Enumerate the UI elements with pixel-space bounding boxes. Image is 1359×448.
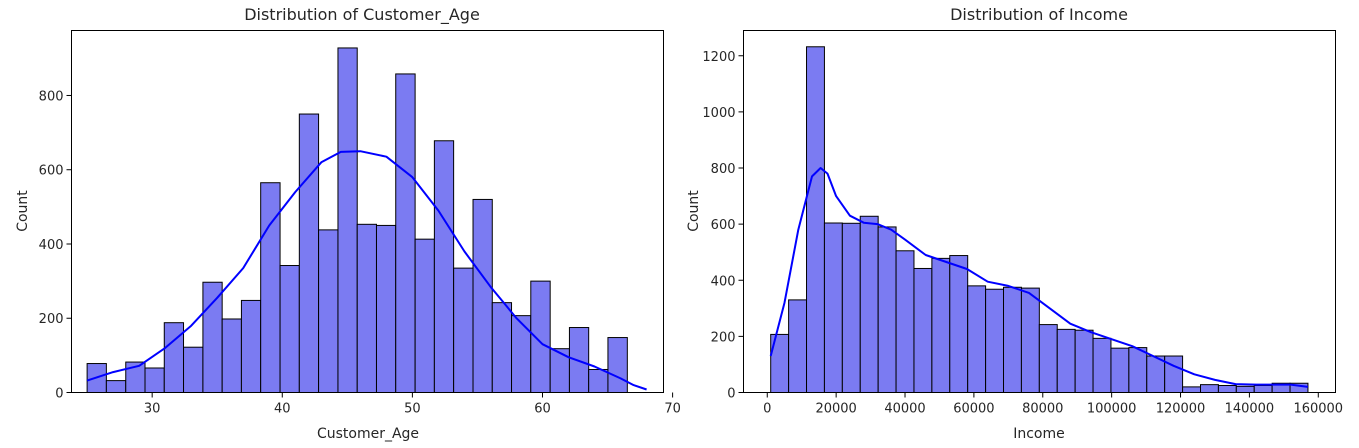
- histogram-bar: [318, 229, 339, 393]
- histogram-bar: [472, 198, 493, 393]
- histogram-bar: [202, 281, 223, 393]
- histogram-bar: [967, 285, 987, 394]
- histogram-bar: [1038, 324, 1058, 394]
- y-axis-ticks: 0 200 400 600 800 1000 1200: [702, 50, 744, 402]
- histogram-bar: [913, 267, 933, 393]
- histogram-bar: [298, 113, 320, 394]
- histogram-bar: [588, 368, 609, 393]
- y-tick-label: 1200: [702, 50, 735, 65]
- histogram-bar: [859, 215, 879, 393]
- histogram-bar: [1003, 286, 1022, 394]
- histogram-bar: [1128, 347, 1148, 393]
- x-tick-label: 80000: [1022, 402, 1063, 417]
- y-tick-label: 0: [727, 387, 735, 402]
- histogram-bar: [985, 288, 1005, 393]
- x-axis-ticks: 30 40 50 60 70: [144, 392, 681, 417]
- histogram-bar: [877, 226, 897, 393]
- histogram-bar: [144, 367, 165, 394]
- histogram-bar: [1200, 384, 1219, 394]
- y-tick-label: 0: [55, 387, 63, 402]
- histogram-bar: [1092, 337, 1112, 393]
- histogram-bar: [823, 222, 843, 393]
- histogram-bar: [375, 224, 397, 393]
- histogram-bar: [453, 267, 474, 393]
- x-tick-label: 100000: [1087, 402, 1137, 417]
- kde-line: [769, 167, 1309, 388]
- x-axis-label: Income: [1013, 426, 1065, 442]
- y-tick-label: 800: [39, 89, 64, 104]
- histogram-bar: [607, 337, 628, 394]
- histogram-bar: [414, 238, 435, 393]
- histogram-bar: [1235, 385, 1255, 393]
- histogram-bar: [1182, 386, 1202, 394]
- histogram-bar: [105, 380, 127, 394]
- axes-frame: [71, 30, 664, 393]
- x-tick-label: 50: [404, 402, 421, 417]
- x-tick-label: 30: [144, 402, 161, 417]
- chart-customer-age: Distribution of Customer_Age 0 200 400 600 8…: [15, 5, 681, 442]
- x-tick-label: 0: [763, 402, 771, 417]
- chart-income: Distribution of Income 0 200 400 600 800 1000…: [686, 5, 1343, 442]
- histogram-bar: [949, 255, 969, 393]
- y-tick-label: 400: [711, 274, 736, 289]
- histogram-bar: [511, 315, 532, 394]
- y-tick-label: 200: [711, 330, 736, 345]
- x-tick-label: 70: [664, 402, 681, 417]
- x-tick-label: 20000: [815, 402, 856, 417]
- axes-frame: [743, 30, 1336, 393]
- y-axis-label: Count: [15, 190, 31, 232]
- y-tick-label: 1000: [702, 106, 735, 121]
- y-tick-label: 800: [711, 162, 736, 177]
- histogram-bar: [841, 222, 861, 393]
- plot-area: [769, 46, 1309, 394]
- x-tick-label: 120000: [1156, 402, 1206, 417]
- histogram-bar: [1074, 329, 1094, 394]
- histogram-bar: [1146, 355, 1166, 393]
- histogram-bar: [806, 46, 825, 393]
- histogram-bar: [1253, 384, 1273, 394]
- x-tick-label: 40000: [884, 402, 925, 417]
- histogram-bar: [1020, 287, 1040, 394]
- y-tick-label: 600: [39, 164, 64, 179]
- histogram-bar: [433, 140, 455, 393]
- kde-line: [86, 150, 647, 391]
- y-tick-label: 200: [39, 312, 64, 327]
- y-tick-label: 400: [39, 238, 64, 253]
- x-axis-ticks: 0 20000 40000 60000 80000 100000 120000 140000 1…: [763, 392, 1343, 417]
- chart-title: Distribution of Income: [950, 5, 1128, 24]
- histogram-bar: [1110, 347, 1130, 394]
- histogram-bar: [240, 299, 262, 394]
- histogram-bar: [183, 346, 204, 393]
- plot-area: [86, 47, 647, 394]
- histogram-bar: [788, 299, 808, 394]
- x-tick-label: 160000: [1293, 402, 1343, 417]
- histogram-bar: [491, 302, 513, 394]
- x-axis-label: Customer_Age: [317, 426, 419, 442]
- histogram-bar: [337, 47, 358, 393]
- y-axis-label: Count: [686, 190, 702, 232]
- histogram-bar: [1217, 384, 1237, 394]
- y-tick-label: 600: [711, 218, 736, 233]
- histogram-bar: [1056, 328, 1076, 394]
- x-tick-label: 60000: [953, 402, 994, 417]
- x-tick-label: 40: [274, 402, 291, 417]
- x-tick-label: 140000: [1225, 402, 1275, 417]
- chart-title: Distribution of Customer_Age: [244, 5, 480, 25]
- histogram-bar: [356, 223, 377, 393]
- histogram-bar: [395, 73, 416, 393]
- y-axis-ticks: 0 200 400 600 800: [39, 89, 72, 402]
- histogram-bar: [279, 265, 300, 394]
- histogram-bar: [1164, 355, 1184, 393]
- histogram-bar: [931, 257, 951, 393]
- histogram-bar: [163, 322, 185, 393]
- x-tick-label: 60: [534, 402, 551, 417]
- histogram-bar: [221, 318, 242, 393]
- histogram-bar: [895, 250, 915, 393]
